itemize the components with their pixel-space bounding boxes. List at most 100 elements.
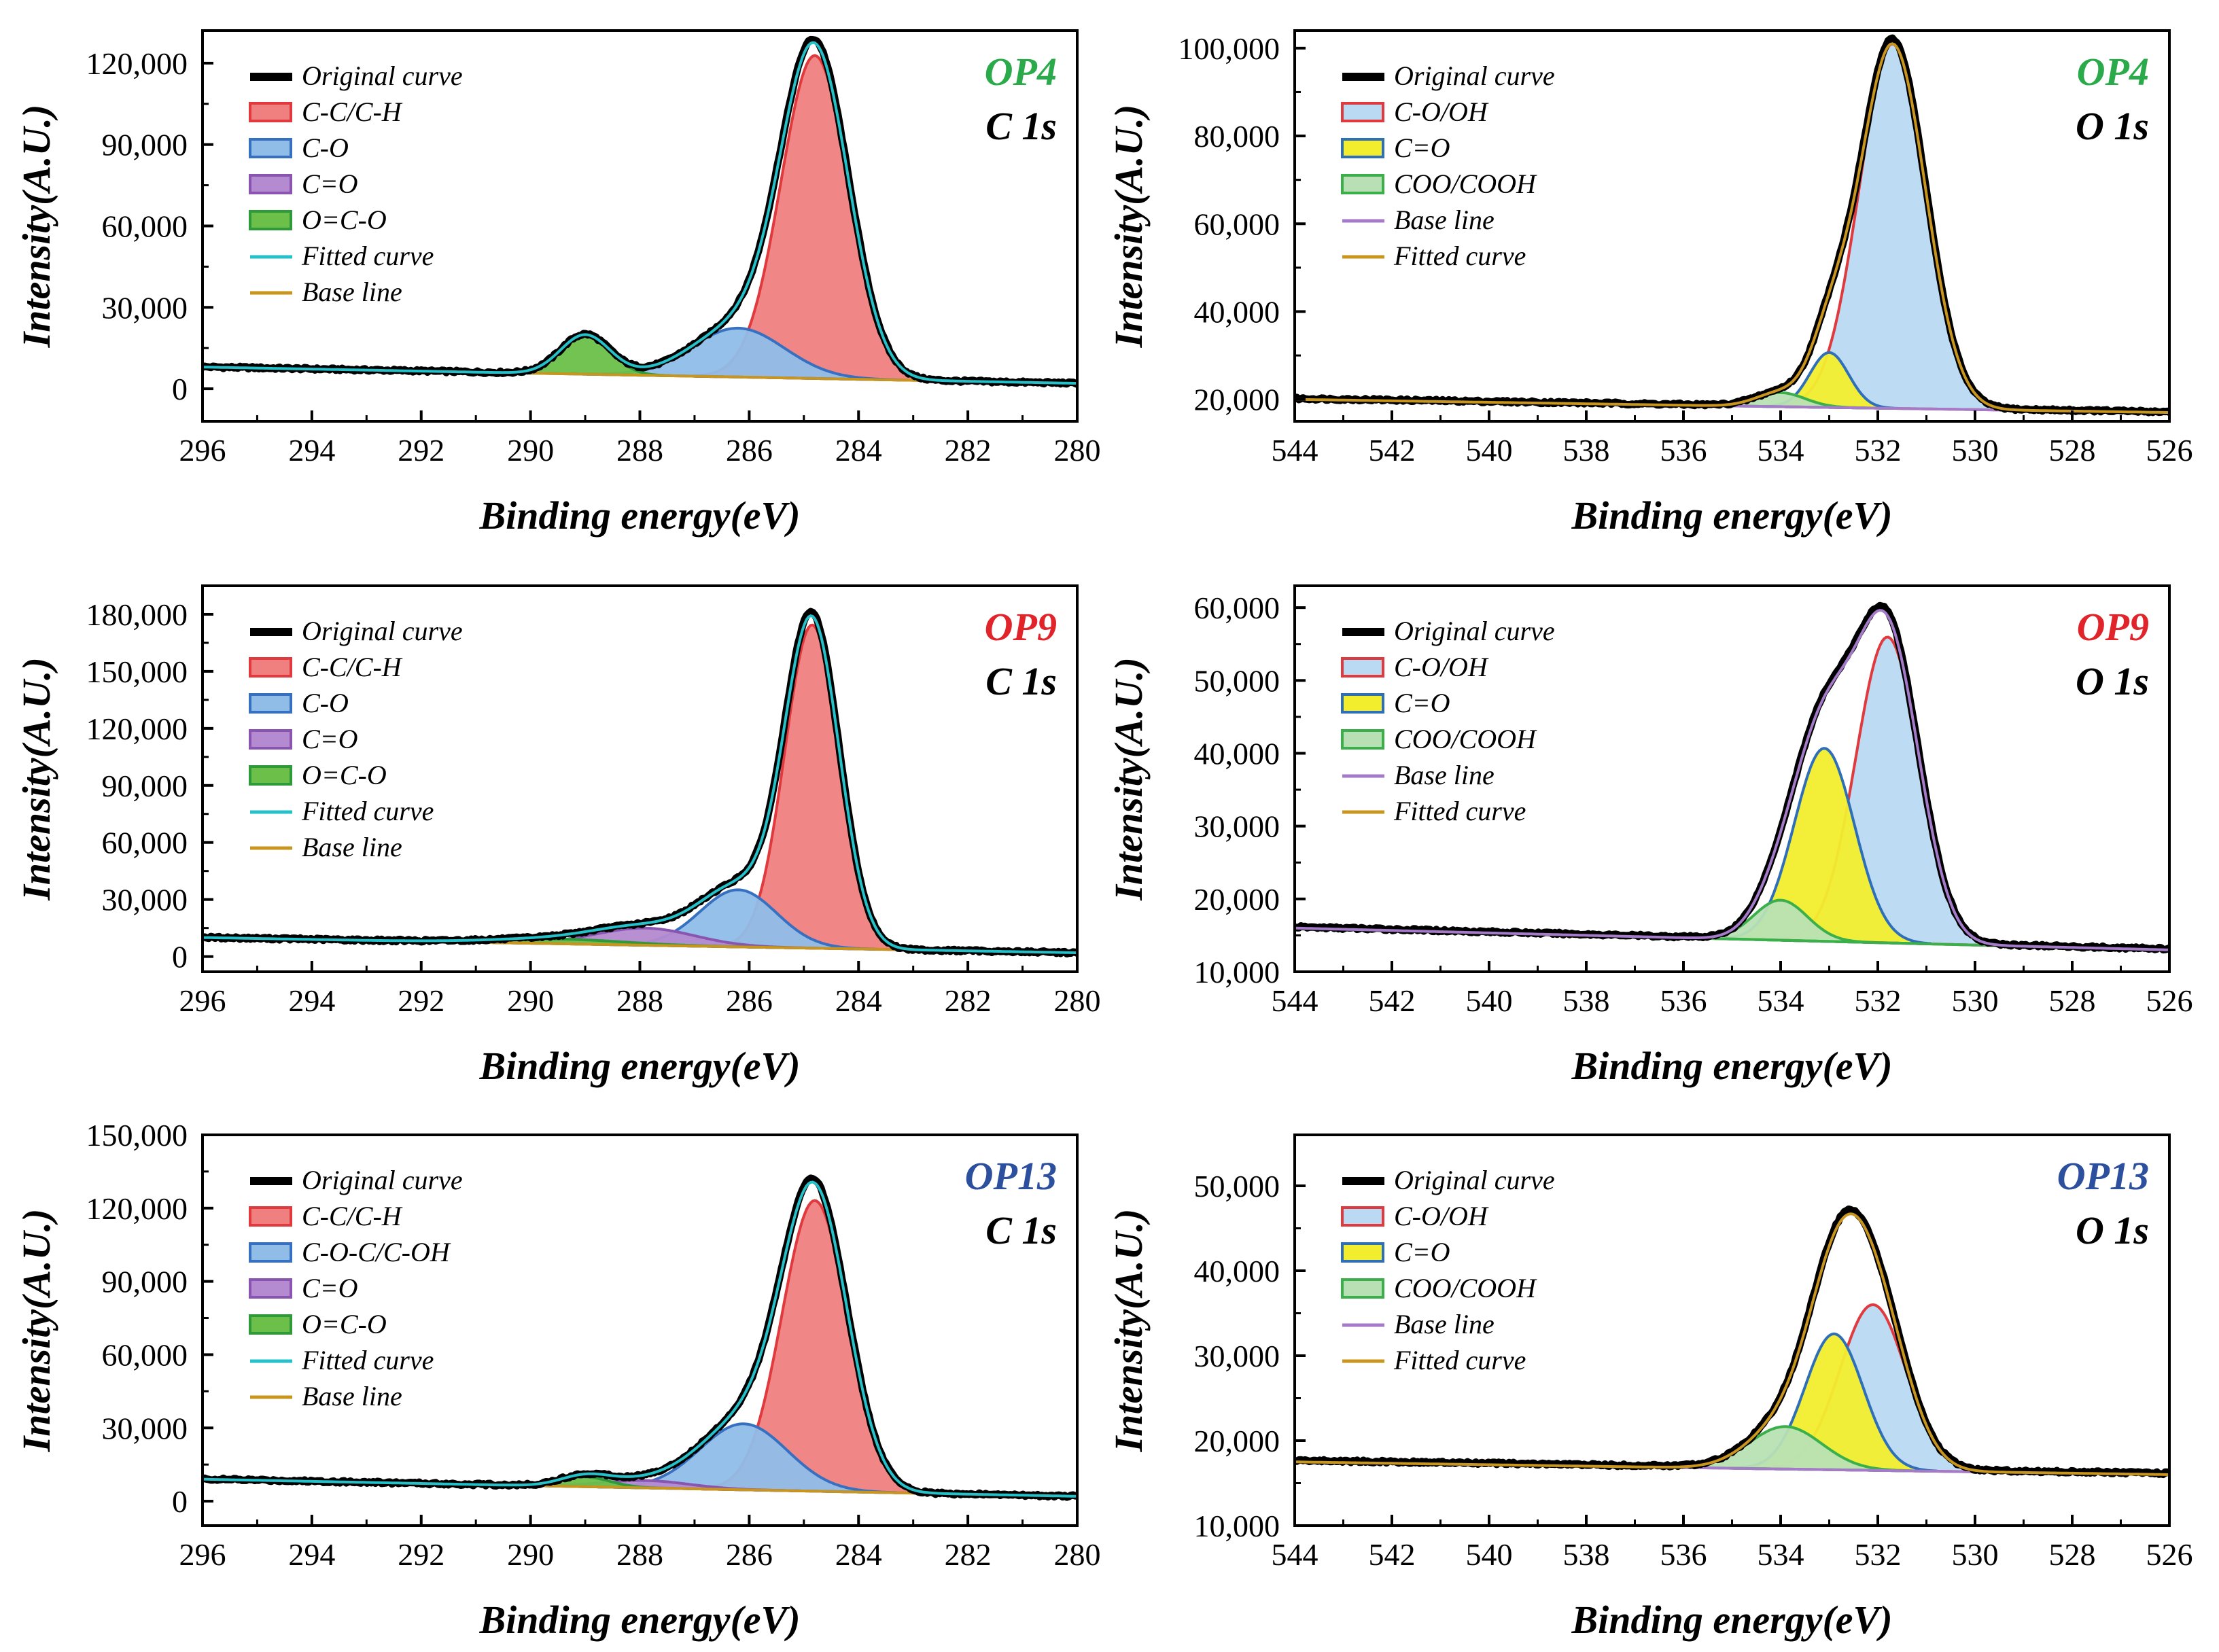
y-tick-label: 0 bbox=[172, 940, 188, 974]
legend-label: C=O bbox=[1394, 688, 1450, 718]
region-label: O 1s bbox=[2076, 659, 2149, 703]
y-tick-label: 90,000 bbox=[102, 1265, 188, 1299]
y-tick-label: 120,000 bbox=[86, 46, 188, 81]
x-tick-label: 292 bbox=[398, 433, 444, 468]
legend-label: C=O bbox=[302, 1273, 358, 1303]
x-tick-label: 294 bbox=[288, 433, 335, 468]
panel-op13-o1s: 544 542 540 538 536 534 532 530 528 526 10,000 20,0… bbox=[1106, 1133, 2193, 1642]
y-tick-label: 30,000 bbox=[1194, 809, 1280, 844]
x-tick-label: 532 bbox=[1855, 1537, 1902, 1572]
x-tick-label: 296 bbox=[179, 433, 226, 468]
legend-label: C-O/OH bbox=[1394, 1201, 1489, 1231]
legend-label: C-O-C/C-OH bbox=[302, 1237, 451, 1267]
legend-swatch-box bbox=[249, 657, 292, 678]
sample-title: OP9 bbox=[2077, 605, 2149, 649]
x-tick-label: 282 bbox=[945, 433, 992, 468]
x-tick-label: 530 bbox=[1952, 1537, 1999, 1572]
x-tick-label: 288 bbox=[616, 983, 663, 1018]
plot-area bbox=[203, 35, 1077, 388]
plot-area bbox=[1295, 34, 2169, 417]
legend-label: C-C/C-H bbox=[302, 96, 403, 127]
legend-label: Fitted curve bbox=[301, 241, 434, 271]
x-tick-label: 544 bbox=[1272, 433, 1318, 468]
x-axis-title: Binding energy(eV) bbox=[478, 1044, 800, 1088]
legend-label: C-O bbox=[302, 133, 349, 163]
y-axis-title: Intensity(A.U.) bbox=[1106, 657, 1151, 901]
x-tick-label: 542 bbox=[1369, 983, 1416, 1018]
region-label: O 1s bbox=[2076, 104, 2149, 148]
legend-label: O=C-O bbox=[302, 760, 387, 790]
legend-label: Original curve bbox=[1394, 1165, 1555, 1195]
x-tick-label: 286 bbox=[726, 1537, 773, 1572]
panel-op4-o1s: 544 542 540 538 536 534 532 530 528 526 20,000 40,0… bbox=[1106, 29, 2193, 538]
x-tick-label: 534 bbox=[1758, 433, 1804, 468]
legend-label: Fitted curve bbox=[1393, 796, 1526, 826]
x-tick-label: 542 bbox=[1369, 1537, 1416, 1572]
legend-swatch-box bbox=[249, 729, 292, 750]
y-tick-label: 120,000 bbox=[86, 711, 188, 746]
x-tick-label: 284 bbox=[835, 983, 882, 1018]
legend-label: C-O/OH bbox=[1394, 96, 1489, 127]
legend: Original curve C-O/OH C=O COO/COOH Base line… bbox=[1341, 1165, 1555, 1375]
y-tick-label: 80,000 bbox=[1194, 119, 1280, 154]
legend-label: C-C/C-H bbox=[302, 652, 403, 682]
legend-label: O=C-O bbox=[302, 1309, 387, 1339]
legend-label: Fitted curve bbox=[1393, 1345, 1526, 1375]
legend: Original curve C-O/OH C=O COO/COOH Base line… bbox=[1341, 616, 1555, 826]
y-tick-label: 40,000 bbox=[1194, 294, 1280, 329]
y-tick-label: 10,000 bbox=[1194, 955, 1280, 989]
legend-label: Fitted curve bbox=[301, 1345, 434, 1375]
legend-swatch-box bbox=[1341, 1278, 1384, 1299]
legend-label: Base line bbox=[302, 832, 402, 862]
x-tick-label: 290 bbox=[507, 983, 554, 1018]
y-tick-label: 180,000 bbox=[86, 597, 188, 632]
legend-label: C-O bbox=[302, 688, 349, 718]
y-tick-label: 150,000 bbox=[86, 1118, 188, 1153]
legend-swatch-box bbox=[249, 765, 292, 786]
legend: Original curve C-C/C-H C-O C=O O=C-O Fitted c… bbox=[249, 616, 463, 862]
x-tick-label: 282 bbox=[945, 983, 992, 1018]
legend-swatch-box bbox=[249, 693, 292, 714]
x-tick-label: 284 bbox=[835, 1537, 882, 1572]
legend-label: O=C-O bbox=[302, 205, 387, 235]
x-tick-label: 536 bbox=[1660, 433, 1707, 468]
x-tick-label: 544 bbox=[1272, 1537, 1318, 1572]
x-axis-title: Binding energy(eV) bbox=[1571, 1598, 1892, 1642]
y-tick-label: 0 bbox=[172, 372, 188, 406]
y-tick-label: 60,000 bbox=[102, 1337, 188, 1372]
region-label: O 1s bbox=[2076, 1208, 2149, 1252]
legend-label: COO/COOH bbox=[1394, 169, 1537, 199]
x-tick-label: 532 bbox=[1855, 433, 1902, 468]
x-tick-label: 532 bbox=[1855, 983, 1902, 1018]
x-tick-label: 290 bbox=[507, 433, 554, 468]
x-tick-label: 540 bbox=[1466, 983, 1513, 1018]
x-tick-label: 538 bbox=[1563, 1537, 1610, 1572]
fitted-curve bbox=[1295, 42, 2169, 415]
legend-label: COO/COOH bbox=[1394, 724, 1537, 754]
x-tick-label: 540 bbox=[1466, 433, 1513, 468]
plot-area bbox=[1295, 1205, 2169, 1479]
x-tick-label: 286 bbox=[726, 433, 773, 468]
x-tick-label: 538 bbox=[1563, 983, 1610, 1018]
x-tick-label: 280 bbox=[1054, 433, 1101, 468]
panel-op9-o1s: 544 542 540 538 536 534 532 530 528 526 10,000 20,0… bbox=[1106, 584, 2193, 1088]
y-tick-label: 90,000 bbox=[102, 128, 188, 162]
y-tick-label: 30,000 bbox=[102, 290, 188, 325]
plot-area bbox=[203, 1174, 1077, 1501]
fitted-curve bbox=[203, 41, 1077, 385]
x-tick-label: 534 bbox=[1758, 1537, 1804, 1572]
region-label: C 1s bbox=[985, 659, 1057, 703]
x-tick-label: 292 bbox=[398, 983, 444, 1018]
panel-op9-c1s: 296 294 292 290 288 286 284 282 280 0 30,000 60,000… bbox=[14, 584, 1101, 1088]
x-tick-label: 536 bbox=[1660, 983, 1707, 1018]
plot-area bbox=[203, 608, 1077, 957]
y-tick-label: 30,000 bbox=[102, 1411, 188, 1445]
legend-swatch-box bbox=[1341, 1242, 1384, 1263]
x-tick-label: 540 bbox=[1466, 1537, 1513, 1572]
y-tick-label: 20,000 bbox=[1194, 882, 1280, 917]
x-tick-label: 542 bbox=[1369, 433, 1416, 468]
legend-label: C=O bbox=[1394, 133, 1450, 163]
x-axis-title: Binding energy(eV) bbox=[1571, 493, 1892, 538]
legend-label: Original curve bbox=[1394, 60, 1555, 91]
legend-swatch-box bbox=[249, 1242, 292, 1263]
